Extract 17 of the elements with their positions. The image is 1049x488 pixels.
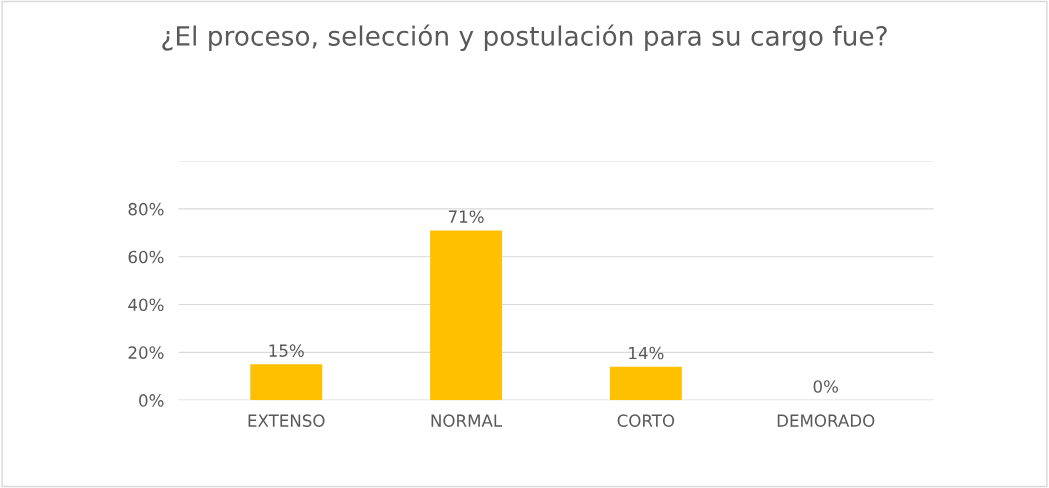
x-tick-label: NORMAL: [431, 414, 503, 427]
y-tick-label: 0%: [139, 394, 164, 407]
bar: [609, 366, 682, 401]
data-label: 0%: [813, 380, 839, 393]
data-label: 71%: [448, 210, 484, 223]
y-tick-label: 80%: [128, 202, 164, 216]
y-tick-label: 60%: [128, 250, 164, 264]
x-tick-label: DEMORADO: [777, 414, 875, 427]
y-tick-label: 20%: [128, 346, 164, 359]
data-label: 15%: [269, 344, 304, 357]
bar: [250, 364, 323, 401]
chart-title: ¿El proceso, selección y postulación para su cargo fue?: [162, 24, 887, 51]
bar: [430, 230, 503, 401]
x-tick-label: EXTENSO: [248, 414, 325, 427]
y-tick-label: 40%: [128, 298, 164, 312]
x-tick-label: CORTO: [617, 414, 675, 427]
data-label: 14%: [629, 346, 664, 360]
